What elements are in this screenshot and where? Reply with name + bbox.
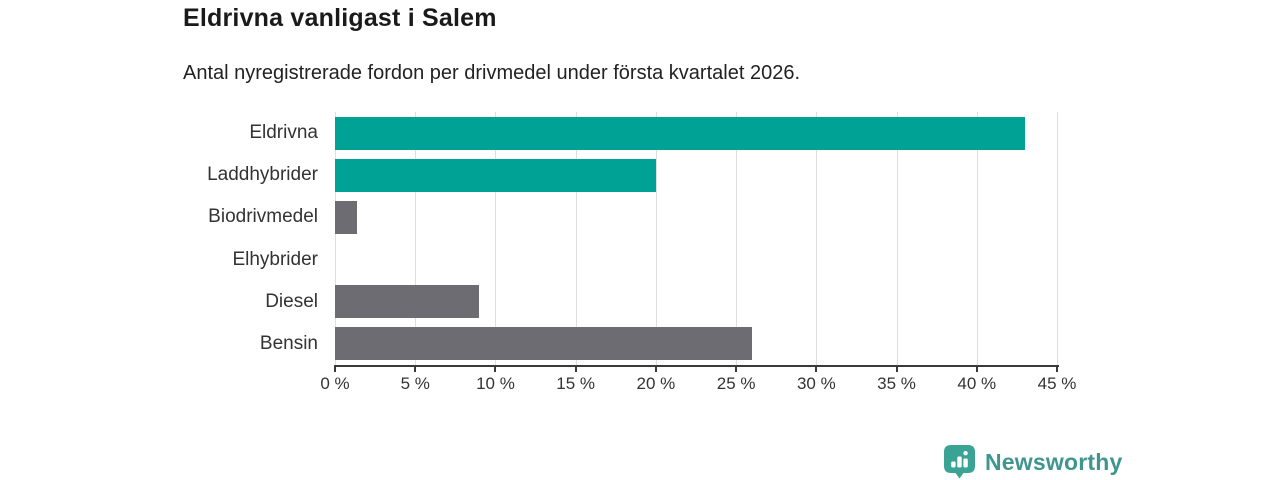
x-tick-label-25: 25 %	[716, 374, 756, 393]
chart-subtitle: Antal nyregistrerade fordon per drivmede…	[183, 62, 801, 84]
y-label-bensin: Bensin	[259, 332, 318, 354]
x-tick-10	[494, 365, 497, 372]
x-tick-label-10: 10 %	[476, 374, 515, 393]
x-tick-label-45: 45 %	[1037, 374, 1077, 393]
x-tick-label-20: 20 %	[636, 374, 676, 393]
x-tick-30	[815, 365, 818, 372]
x-tick-25	[735, 365, 738, 372]
y-label-elhybrider: Elhybrider	[232, 248, 318, 270]
gridline-10	[495, 112, 497, 365]
x-axis-line	[335, 365, 1059, 367]
x-tick-label-5: 5 %	[400, 374, 430, 393]
y-label-eldrivna: Eldrivna	[249, 122, 318, 144]
category-axis-labels: Eldrivna Laddhybrider Biodrivmedel Elhybrid…	[0, 112, 318, 365]
gridline-20	[655, 112, 657, 365]
gridline-15	[575, 112, 577, 365]
x-tick-45	[1056, 365, 1058, 372]
gridline-0	[335, 112, 336, 365]
y-label-biodrivmedel: Biodrivmedel	[208, 206, 318, 228]
gridline-40	[976, 112, 978, 365]
bar-eldrivna	[335, 116, 1025, 150]
x-tick-label-30: 30 %	[796, 374, 836, 393]
x-tick-label-0: 0 %	[320, 374, 350, 393]
bar-biodrivmedel	[335, 200, 358, 234]
x-tick-label-40: 40 %	[957, 374, 997, 393]
chart-title: Eldrivna vanligast i Salem	[183, 4, 497, 32]
bar-bensin	[335, 327, 753, 361]
gridline-25	[736, 112, 738, 365]
bar-chart-plot: 0 % 5 % 10 % 15 % 20 % 25 % 30 % 35 % 40 % 45 %	[320, 112, 1076, 393]
x-tick-label-35: 35 %	[877, 374, 916, 393]
newsworthy-logo-text: Newsworthy	[985, 448, 1123, 475]
newsworthy-logo: Newsworthy	[943, 445, 1122, 479]
x-tick-35	[895, 365, 898, 372]
gridline-45	[1057, 112, 1058, 365]
x-tick-20	[654, 365, 657, 372]
bar-diesel	[335, 285, 480, 319]
x-tick-label-15: 15 %	[556, 374, 596, 393]
y-label-diesel: Diesel	[265, 290, 318, 312]
gridline-30	[816, 112, 818, 365]
x-tick-40	[975, 365, 978, 372]
x-tick-5	[414, 365, 417, 372]
x-tick-15	[574, 365, 577, 372]
bar-laddhybrider	[335, 158, 656, 192]
gridline-5	[415, 112, 417, 365]
gridline-35	[896, 112, 898, 365]
x-tick-0	[334, 365, 336, 372]
newsworthy-chart-bubble-icon	[944, 445, 975, 479]
y-label-laddhybrider: Laddhybrider	[207, 164, 318, 186]
